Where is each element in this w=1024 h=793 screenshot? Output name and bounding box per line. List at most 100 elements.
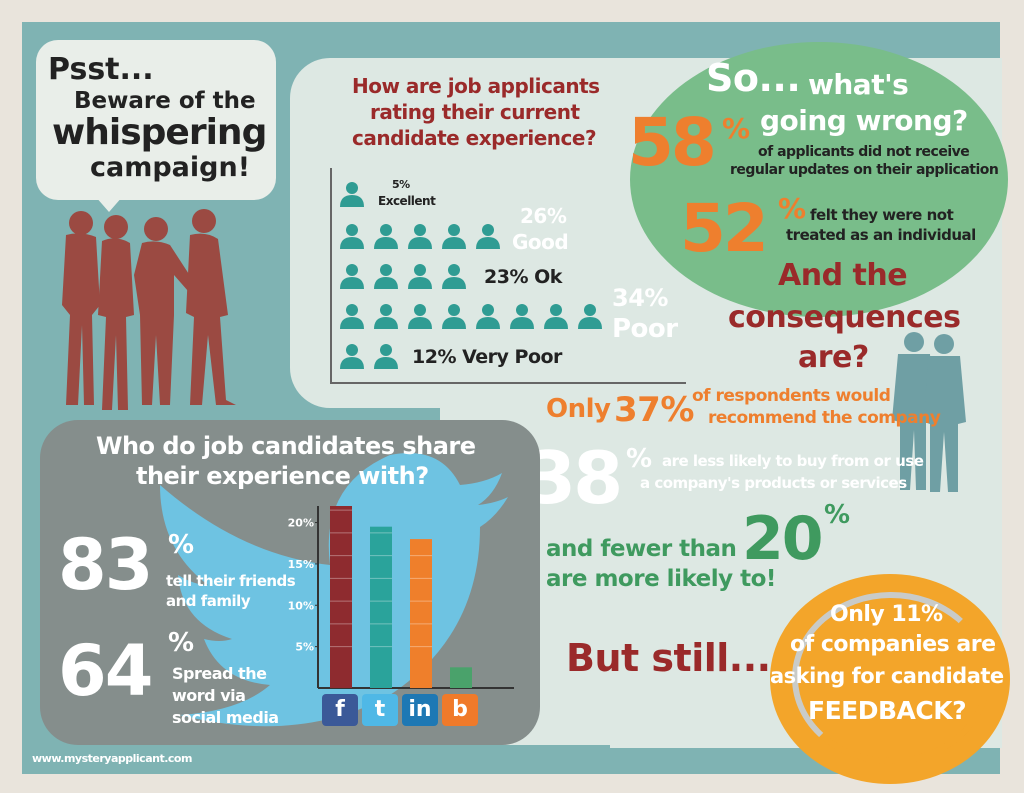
stat-37-value: 37%	[614, 390, 694, 430]
person-icon	[338, 180, 366, 208]
person-icon	[406, 222, 434, 250]
stat-20-value: 20	[742, 504, 823, 574]
share-stat-83-text-2: and family	[166, 592, 251, 610]
facebook-icon[interactable]: f	[322, 694, 358, 726]
consequences-line-3: are?	[798, 340, 869, 375]
rating-excellent-pct: 5%	[392, 178, 410, 191]
person-icon	[406, 262, 434, 290]
feedback-line-2: of companies are	[790, 632, 996, 657]
chart-y-tick-label: 20%	[288, 517, 314, 530]
person-icon	[372, 342, 400, 370]
chart-y-tick-label: 15%	[288, 558, 314, 571]
psst-line-3: whispering	[52, 112, 267, 153]
stat-38-value: 38	[526, 436, 623, 520]
share-stat-64-text-3: social media	[172, 708, 279, 727]
person-icon	[338, 222, 366, 250]
person-icon	[542, 302, 570, 330]
person-icon	[372, 262, 400, 290]
stat-20-pct: %	[824, 500, 850, 530]
but-still-text: But still...	[566, 636, 771, 680]
bar-linkedin	[410, 539, 432, 688]
fewer-than-line-2: are more likely to!	[546, 566, 776, 592]
psst-title: Psst...	[48, 52, 154, 87]
rating-title-line-2: rating their current	[370, 100, 580, 124]
psst-speech-bubble	[36, 40, 276, 200]
stat-38-text-1: are less likely to buy from or use	[662, 452, 924, 470]
share-stat-83-text-1: tell their friends	[166, 572, 296, 590]
share-stat-64-text-2: word via	[172, 686, 246, 705]
feedback-line-3: asking for candidate	[770, 664, 1004, 688]
fewer-than-line-1: and fewer than	[546, 536, 737, 562]
chart-y-tick-label: 5%	[295, 641, 314, 654]
stat-58-text-2: regular updates on their application	[730, 162, 999, 178]
share-stat-64-value: 64	[58, 630, 153, 712]
stat-52-text-2: treated as an individual	[786, 226, 976, 244]
share-stat-64-pct: %	[168, 628, 194, 658]
rating-y-axis	[330, 168, 332, 384]
person-icon	[474, 222, 502, 250]
stat-38-pct: %	[626, 444, 652, 474]
bar-twitter	[370, 526, 392, 688]
rating-x-axis	[330, 382, 686, 384]
stat-38-text-2: a company's products or services	[640, 474, 907, 492]
rating-row-good	[338, 222, 502, 250]
person-icon	[372, 222, 400, 250]
person-icon	[372, 302, 400, 330]
stat-37-text-1: of respondents would	[692, 386, 891, 406]
stat-37-only: Only	[546, 394, 611, 424]
rating-row-excellent	[338, 180, 366, 208]
psst-line-2: Beware of the	[74, 88, 256, 114]
share-title-line-1: Who do job candidates share	[96, 432, 476, 460]
stat-52-text-1: felt they were not	[810, 206, 954, 224]
bar-facebook	[330, 506, 352, 688]
share-stat-83-value: 83	[58, 524, 153, 606]
rating-ok-label: 23% Ok	[484, 266, 562, 288]
wrong-title-so: So...	[706, 56, 801, 100]
two-men-silhouette	[892, 332, 966, 492]
person-icon	[508, 302, 536, 330]
twitter-icon[interactable]: t	[362, 694, 398, 726]
rating-row-very-poor	[338, 342, 400, 370]
rating-poor-label: Poor	[612, 314, 678, 344]
feedback-line-1: Only 11%	[830, 602, 943, 627]
rating-title-line-1: How are job applicants	[352, 74, 600, 98]
rating-very-poor-label: 12% Very Poor	[412, 346, 562, 368]
person-icon	[576, 302, 604, 330]
person-icon	[440, 222, 468, 250]
stat-52-pct: %	[778, 192, 806, 225]
bar-blog	[450, 667, 472, 688]
person-icon	[440, 262, 468, 290]
consequences-line-1: And the	[778, 258, 908, 293]
rating-excellent-label: Excellent	[378, 194, 436, 208]
social-share-bar-chart: 20% 15% 10% 5%	[288, 506, 514, 689]
rating-row-ok	[338, 262, 468, 290]
rating-row-poor	[338, 302, 604, 330]
stat-37-text-2: recommend the company	[708, 408, 941, 428]
person-icon	[338, 302, 366, 330]
stat-58-text-1: of applicants did not receive	[758, 144, 970, 160]
consequences-line-2: consequences	[728, 300, 961, 335]
wrong-title-line-2: going wrong?	[760, 104, 968, 137]
linkedin-icon[interactable]: in	[402, 694, 438, 726]
person-icon	[338, 342, 366, 370]
blog-rss-icon[interactable]: b	[442, 694, 478, 726]
person-icon	[474, 302, 502, 330]
share-stat-83-pct: %	[168, 530, 194, 560]
share-title-line-2: their experience with?	[136, 462, 429, 490]
rating-title-line-3: candidate experience?	[352, 126, 597, 150]
person-icon	[406, 302, 434, 330]
rating-good-label: Good	[512, 230, 569, 254]
rating-good-pct: 26%	[520, 204, 567, 228]
stat-52-value: 52	[680, 190, 769, 267]
feedback-line-4: FEEDBACK?	[808, 696, 967, 725]
chart-y-tick-label: 10%	[288, 599, 314, 612]
wrong-title-whats: what's	[808, 68, 909, 101]
rating-poor-pct: 34%	[612, 284, 668, 312]
green-circle	[630, 42, 1008, 317]
stat-58-pct: %	[722, 112, 750, 145]
psst-line-4: campaign!	[90, 152, 251, 183]
stat-58-value: 58	[628, 104, 717, 181]
person-icon	[338, 262, 366, 290]
person-icon	[440, 302, 468, 330]
footer-url[interactable]: www.mysteryapplicant.com	[32, 752, 192, 765]
